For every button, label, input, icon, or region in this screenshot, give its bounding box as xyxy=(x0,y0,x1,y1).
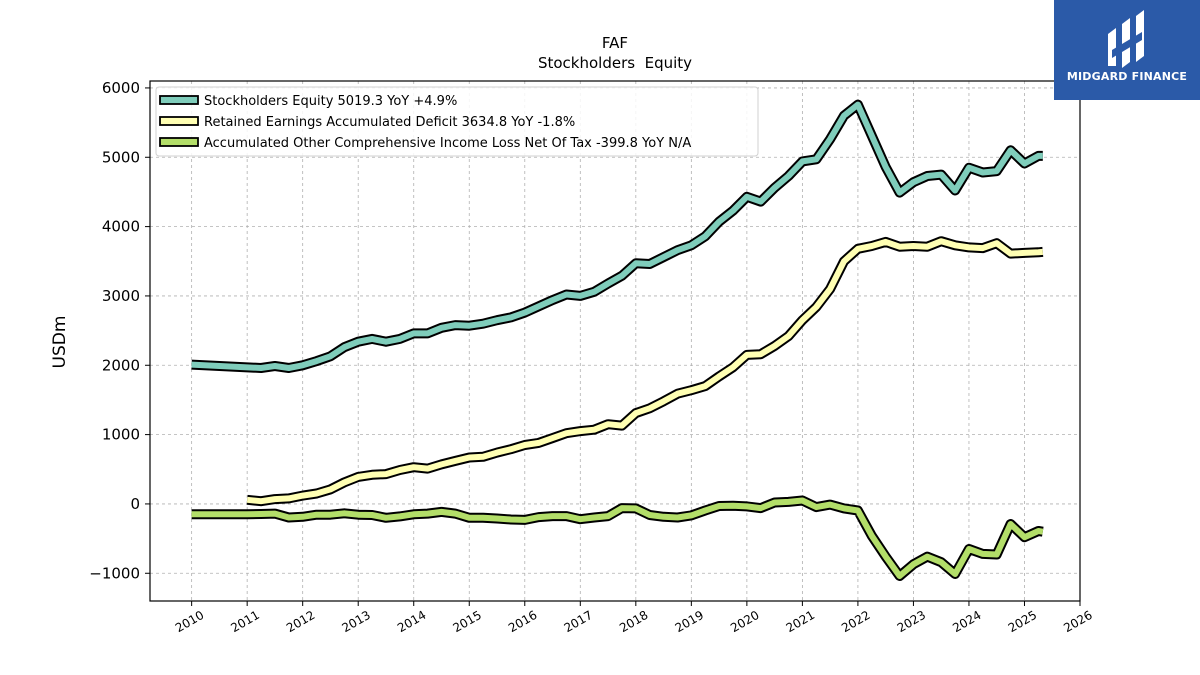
legend-swatch xyxy=(159,116,199,126)
x-tick-label: 2014 xyxy=(395,608,428,635)
axes: −1000 0 1000 2000 3000 4000 5000 6000 2010 2011 20… xyxy=(89,79,1094,635)
x-tick-label: 2011 xyxy=(228,608,261,635)
y-tick-label: −1000 xyxy=(89,564,140,582)
legend-entry: Retained Earnings Accumulated Deficit 36… xyxy=(204,115,575,130)
logo-mark-icon xyxy=(1108,10,1144,68)
series-line xyxy=(246,238,1044,505)
x-tick-label: 2013 xyxy=(339,608,372,635)
logo-text: MIDGARD FINANCE xyxy=(1066,70,1188,83)
y-tick-label: 2000 xyxy=(102,356,140,374)
series-line xyxy=(191,497,1044,579)
series-1 xyxy=(191,99,1044,373)
x-tick-label: 2022 xyxy=(839,608,872,635)
x-tick-label: 2018 xyxy=(617,608,650,635)
y-tick-label: 4000 xyxy=(102,218,140,236)
x-tick-label: 2025 xyxy=(1006,608,1039,635)
legend-box xyxy=(155,86,759,157)
series-3 xyxy=(191,495,1044,581)
x-tick-label: 2020 xyxy=(728,608,761,635)
series-line xyxy=(191,101,1043,371)
legend: Stockholders Equity 5019.3 YoY +4.9% Reta… xyxy=(155,86,759,157)
plot-frame xyxy=(149,80,1081,602)
x-tick-label: 2026 xyxy=(1061,608,1094,635)
x-tick-label: 2024 xyxy=(950,608,983,635)
series-line-outline xyxy=(246,236,1044,507)
y-tick-label: 0 xyxy=(130,495,140,513)
x-tick-label: 2019 xyxy=(673,608,706,635)
y-tick-label: 6000 xyxy=(102,79,140,97)
y-tick-label: 5000 xyxy=(102,148,140,166)
x-tick-label: 2023 xyxy=(895,608,928,635)
chart-subtitle: Stockholders Equity xyxy=(538,54,692,72)
x-tick-label: 2015 xyxy=(451,608,484,635)
legend-swatch xyxy=(159,137,199,147)
legend-swatch xyxy=(159,95,199,105)
x-tick-label: 2016 xyxy=(506,608,539,635)
x-tick-label: 2021 xyxy=(784,608,817,635)
y-tick-label: 1000 xyxy=(102,426,140,444)
series-2 xyxy=(246,236,1044,507)
midgard-finance-logo: MIDGARD FINANCE xyxy=(1054,0,1200,100)
legend-entry: Stockholders Equity 5019.3 YoY +4.9% xyxy=(204,94,457,109)
legend-entry: Accumulated Other Comprehensive Income L… xyxy=(204,136,691,151)
y-axis-label: USDm xyxy=(50,316,70,369)
y-tick-label: 3000 xyxy=(102,287,140,305)
x-tick-label: 2017 xyxy=(562,608,595,635)
grid-lines xyxy=(150,81,1081,601)
x-tick-label: 2010 xyxy=(173,608,206,635)
chart-title: FAF xyxy=(602,34,628,52)
x-tick-label: 2012 xyxy=(284,608,317,635)
series-lines xyxy=(191,99,1044,581)
